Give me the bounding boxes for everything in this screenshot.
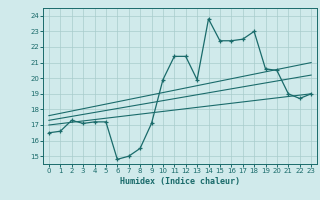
X-axis label: Humidex (Indice chaleur): Humidex (Indice chaleur) — [120, 177, 240, 186]
